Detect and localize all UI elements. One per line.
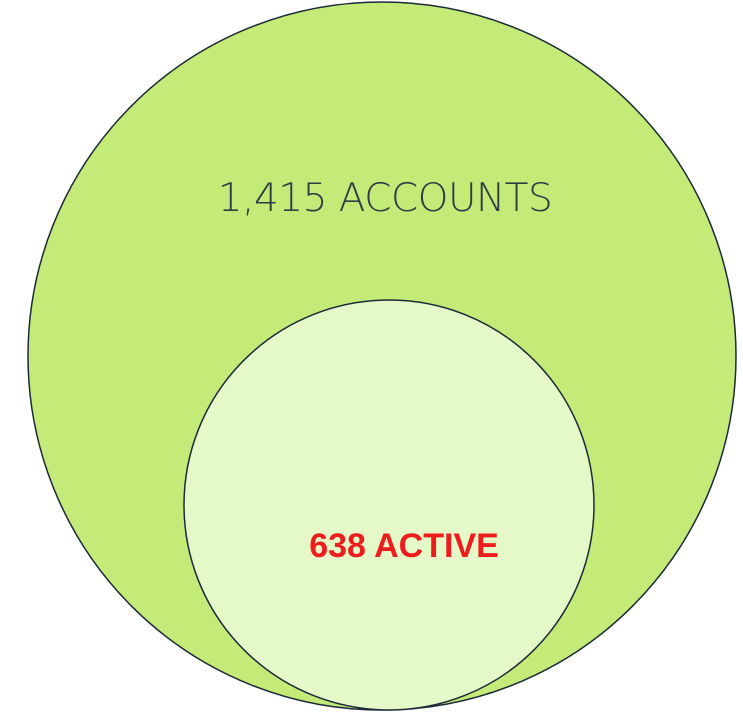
inner-circle — [183, 299, 595, 711]
outer-label: 1,415 ACCOUNTS — [218, 176, 553, 221]
inner-label: 638 ACTIVE — [309, 527, 499, 565]
